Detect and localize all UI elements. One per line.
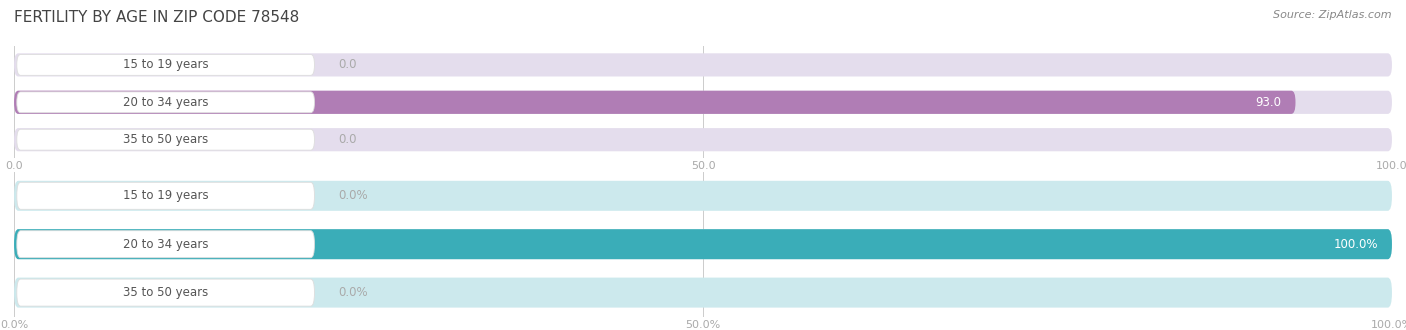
FancyBboxPatch shape <box>17 92 315 113</box>
Text: Source: ZipAtlas.com: Source: ZipAtlas.com <box>1274 10 1392 20</box>
Text: 0.0%: 0.0% <box>337 286 367 299</box>
FancyBboxPatch shape <box>14 181 1392 211</box>
Text: 0.0: 0.0 <box>337 58 356 71</box>
Text: 0.0%: 0.0% <box>337 189 367 202</box>
FancyBboxPatch shape <box>17 231 315 258</box>
FancyBboxPatch shape <box>14 91 1392 114</box>
FancyBboxPatch shape <box>17 182 315 209</box>
FancyBboxPatch shape <box>14 128 1392 151</box>
FancyBboxPatch shape <box>17 279 315 306</box>
Text: 20 to 34 years: 20 to 34 years <box>122 238 208 251</box>
Text: 100.0%: 100.0% <box>1334 238 1378 251</box>
FancyBboxPatch shape <box>14 229 1392 259</box>
FancyBboxPatch shape <box>14 53 1392 77</box>
Text: 35 to 50 years: 35 to 50 years <box>122 286 208 299</box>
FancyBboxPatch shape <box>14 91 1295 114</box>
FancyBboxPatch shape <box>17 129 315 150</box>
FancyBboxPatch shape <box>17 54 315 75</box>
Text: 15 to 19 years: 15 to 19 years <box>122 189 208 202</box>
Text: FERTILITY BY AGE IN ZIP CODE 78548: FERTILITY BY AGE IN ZIP CODE 78548 <box>14 10 299 25</box>
Text: 0.0: 0.0 <box>337 133 356 146</box>
Text: 35 to 50 years: 35 to 50 years <box>122 133 208 146</box>
Text: 20 to 34 years: 20 to 34 years <box>122 96 208 109</box>
Text: 93.0: 93.0 <box>1256 96 1282 109</box>
FancyBboxPatch shape <box>14 229 1392 259</box>
Text: 15 to 19 years: 15 to 19 years <box>122 58 208 71</box>
FancyBboxPatch shape <box>14 278 1392 308</box>
